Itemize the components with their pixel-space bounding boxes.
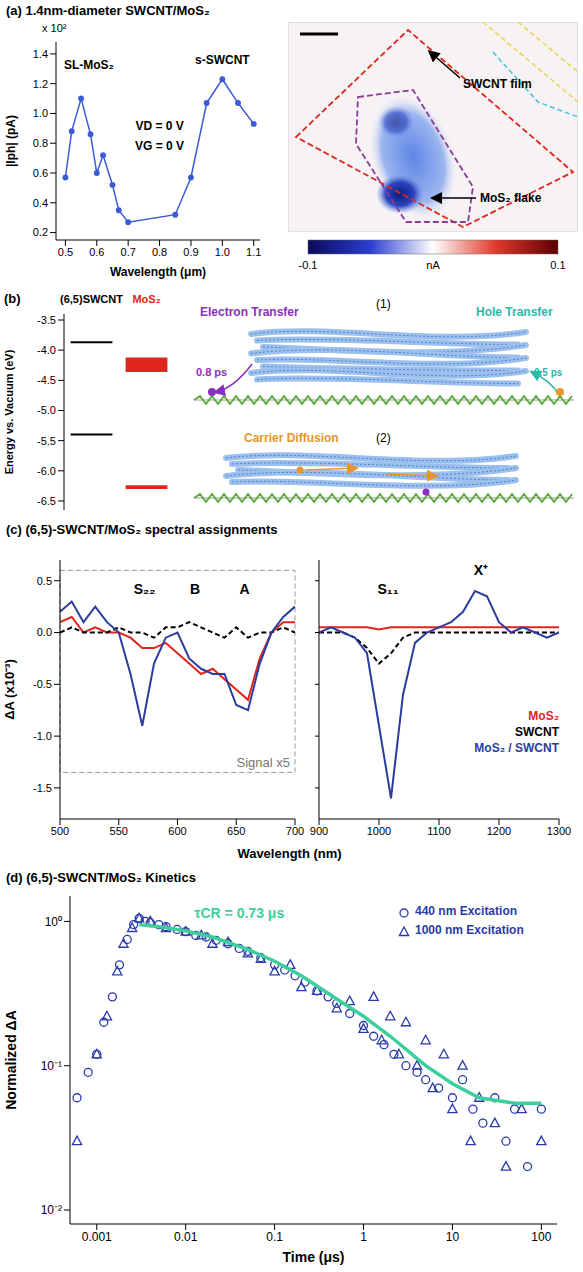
- svg-text:0.1: 0.1: [550, 259, 565, 271]
- svg-text:600: 600: [168, 825, 186, 837]
- svg-text:650: 650: [227, 825, 245, 837]
- svg-text:|Iph| (pA): |Iph| (pA): [4, 115, 18, 167]
- html-text:440 nm Excitation: 440 nm Excitation: [415, 904, 517, 918]
- svg-text:-6.5: -6.5: [37, 495, 56, 507]
- svg-text:-1.0: -1.0: [33, 730, 52, 742]
- html-text:1000 nm Excitation: 1000 nm Excitation: [415, 923, 524, 937]
- svg-text:100: 100: [531, 1230, 551, 1244]
- svg-text:0.8 ps: 0.8 ps: [196, 366, 227, 378]
- svg-text:nA: nA: [426, 259, 440, 271]
- svg-text:0.7: 0.7: [121, 246, 136, 258]
- svg-text:1100: 1100: [427, 825, 451, 837]
- svg-text:700: 700: [286, 825, 304, 837]
- svg-text:-4.0: -4.0: [37, 344, 56, 356]
- svg-text:Electron Transfer: Electron Transfer: [200, 305, 299, 319]
- svg-text:0.5: 0.5: [58, 246, 73, 258]
- svg-text:1.2: 1.2: [33, 78, 48, 90]
- svg-text:Hole Transfer: Hole Transfer: [476, 305, 553, 319]
- svg-text:s-SWCNT: s-SWCNT: [195, 53, 250, 67]
- svg-text:10⁻²: 10⁻²: [41, 1203, 62, 1217]
- svg-text:Signal x5: Signal x5: [237, 755, 290, 770]
- html-text:x 10²: x 10²: [42, 22, 67, 34]
- svg-text:0.9: 0.9: [183, 246, 198, 258]
- svg-text:10: 10: [446, 1230, 460, 1244]
- svg-text:S₂₂: S₂₂: [134, 581, 156, 597]
- svg-text:VG = 0 V: VG = 0 V: [135, 139, 184, 153]
- html-text:SWCNT: SWCNT: [515, 725, 559, 739]
- svg-text:500: 500: [51, 825, 69, 837]
- svg-text:-1.5: -1.5: [33, 782, 52, 794]
- svg-text:ΔA (x10⁻³): ΔA (x10⁻³): [2, 659, 17, 720]
- svg-text:0.8: 0.8: [33, 137, 48, 149]
- html-text:(6,5)SWCNT: (6,5)SWCNT: [60, 293, 123, 305]
- svg-text:-3.5: -3.5: [37, 314, 56, 326]
- html-text:(a) 1.4nm-diameter SWCNT/MoS₂: (a) 1.4nm-diameter SWCNT/MoS₂: [6, 3, 210, 18]
- svg-text:SWCNT film: SWCNT film: [463, 77, 532, 91]
- svg-text:0.6: 0.6: [89, 246, 104, 258]
- svg-text:-5.5: -5.5: [37, 435, 56, 447]
- svg-text:B: B: [190, 581, 200, 597]
- svg-text:(1): (1): [376, 297, 391, 311]
- html-text:(b): (b): [4, 291, 21, 306]
- svg-text:1300: 1300: [547, 825, 571, 837]
- svg-text:-5.0: -5.0: [37, 404, 56, 416]
- html-text:Wavelength (nm): Wavelength (nm): [237, 846, 342, 861]
- svg-text:550: 550: [110, 825, 128, 837]
- svg-text:1.1: 1.1: [246, 246, 261, 258]
- svg-text:0.5 ps: 0.5 ps: [534, 367, 563, 378]
- svg-text:Normalized ΔA: Normalized ΔA: [3, 1010, 19, 1110]
- svg-text:10⁰: 10⁰: [45, 915, 62, 929]
- svg-text:0.5: 0.5: [37, 575, 52, 587]
- svg-text:-0.1: -0.1: [299, 259, 318, 271]
- svg-text:1.0: 1.0: [215, 246, 230, 258]
- svg-text:10⁻¹: 10⁻¹: [41, 1059, 62, 1073]
- svg-text:0.4: 0.4: [33, 197, 48, 209]
- svg-text:Time (μs): Time (μs): [283, 1249, 345, 1265]
- svg-text:-0.5: -0.5: [33, 678, 52, 690]
- svg-text:X⁺: X⁺: [474, 562, 488, 578]
- svg-text:A: A: [239, 581, 249, 597]
- svg-text:SL-MoS₂: SL-MoS₂: [64, 58, 114, 72]
- html-text:MoS₂ / SWCNT: MoS₂ / SWCNT: [474, 741, 559, 755]
- svg-text:Energy vs. Vacuum (eV): Energy vs. Vacuum (eV): [3, 349, 15, 474]
- svg-text:1: 1: [360, 1230, 367, 1244]
- svg-text:0.001: 0.001: [82, 1230, 112, 1244]
- html-text:(d) (6,5)-SWCNT/MoS₂ Kinetics: (d) (6,5)-SWCNT/MoS₂ Kinetics: [6, 870, 196, 885]
- svg-text:0.1: 0.1: [266, 1230, 283, 1244]
- svg-text:1000: 1000: [367, 825, 391, 837]
- svg-text:1.0: 1.0: [33, 107, 48, 119]
- svg-text:MoS₂ flake: MoS₂ flake: [480, 191, 542, 205]
- html-text:(c) (6,5)-SWCNT/MoS₂ spectral: (c) (6,5)-SWCNT/MoS₂ spectral assignment…: [6, 522, 278, 537]
- svg-text:0.01: 0.01: [174, 1230, 198, 1244]
- svg-text:0.0: 0.0: [37, 626, 52, 638]
- svg-text:0.2: 0.2: [33, 226, 48, 238]
- svg-text:Wavelength (μm): Wavelength (μm): [110, 265, 206, 279]
- svg-text:0.6: 0.6: [33, 167, 48, 179]
- svg-text:0.8: 0.8: [152, 246, 167, 258]
- svg-text:-6.0: -6.0: [37, 465, 56, 477]
- svg-text:1200: 1200: [487, 825, 511, 837]
- svg-text:VD = 0 V: VD = 0 V: [135, 119, 183, 133]
- svg-text:τCR = 0.73 μs: τCR = 0.73 μs: [194, 905, 284, 921]
- svg-text:S₁₁: S₁₁: [378, 581, 399, 597]
- svg-text:900: 900: [310, 825, 328, 837]
- svg-text:-4.5: -4.5: [37, 374, 56, 386]
- html-text:MoS₂: MoS₂: [132, 293, 161, 305]
- html-text:MoS₂: MoS₂: [528, 709, 559, 723]
- svg-text:1.4: 1.4: [33, 48, 48, 60]
- svg-text:Carrier Diffusion: Carrier Diffusion: [244, 431, 339, 445]
- svg-text:(2): (2): [376, 431, 391, 445]
